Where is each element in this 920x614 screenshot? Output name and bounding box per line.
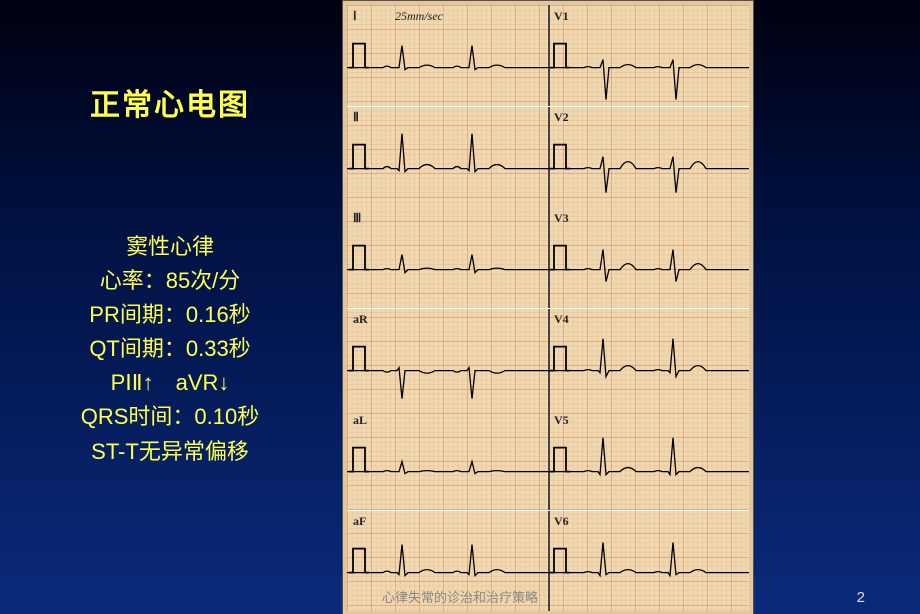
ecg-trace-aR bbox=[347, 368, 548, 399]
ecg-strip-Ⅰ bbox=[347, 5, 548, 106]
stat-rate: 心率：85次/分 bbox=[0, 264, 340, 298]
ecg-trace-Ⅰ bbox=[347, 46, 548, 70]
ecg-trace-aL bbox=[347, 462, 548, 474]
slide-root: 正常心电图 窦性心律 心率：85次/分 PR间期：0.16秒 QT间期：0.33… bbox=[0, 0, 920, 614]
calibration-pulse bbox=[349, 448, 369, 472]
ecg-strip-aR bbox=[347, 308, 548, 409]
ecg-strip-Ⅱ bbox=[347, 106, 548, 207]
ecg-trace-V4 bbox=[548, 339, 749, 377]
ecg-trace-V5 bbox=[548, 438, 749, 475]
ecg-strip-V2 bbox=[548, 106, 749, 207]
ecg-strip-V5 bbox=[548, 409, 749, 510]
ecg-paper: 25mm/sec ⅠV1ⅡV2ⅢV3aRV4aLV5aFV6 bbox=[342, 0, 754, 614]
stat-pwave: PⅠⅡ↑ aVR↓ bbox=[0, 366, 340, 400]
ecg-trace-Ⅱ bbox=[347, 134, 548, 172]
calibration-pulse bbox=[550, 246, 570, 270]
calibration-pulse bbox=[349, 347, 369, 371]
calibration-pulse bbox=[349, 549, 369, 573]
ecg-trace-Ⅲ bbox=[347, 255, 548, 273]
ecg-strip-V4 bbox=[548, 308, 749, 409]
slide-footer: 心律失常的诊治和治疗策略 bbox=[0, 587, 920, 606]
ecg-strip-V3 bbox=[548, 207, 749, 308]
ecg-strip-aL bbox=[347, 409, 548, 510]
stat-qt: QT间期：0.33秒 bbox=[0, 332, 340, 366]
calibration-pulse bbox=[550, 549, 570, 573]
ecg-strip-Ⅲ bbox=[347, 207, 548, 308]
calibration-pulse bbox=[349, 246, 369, 270]
ecg-strip-V1 bbox=[548, 5, 749, 106]
ecg-trace-V3 bbox=[548, 250, 749, 282]
ecg-trace-aF bbox=[347, 545, 548, 576]
stat-stt: ST-T无异常偏移 bbox=[0, 435, 340, 469]
slide-title: 正常心电图 bbox=[0, 80, 340, 124]
text-column: 正常心电图 窦性心律 心率：85次/分 PR间期：0.16秒 QT间期：0.33… bbox=[0, 0, 340, 614]
ecg-trace-V6 bbox=[548, 543, 749, 576]
calibration-pulse bbox=[550, 448, 570, 472]
calibration-pulse bbox=[349, 44, 369, 68]
ecg-trace-V1 bbox=[548, 60, 749, 100]
calibration-pulse bbox=[550, 347, 570, 371]
stat-pr: PR间期：0.16秒 bbox=[0, 298, 340, 332]
stat-qrs: QRS时间：0.10秒 bbox=[0, 400, 340, 434]
ecg-trace-V2 bbox=[548, 157, 749, 193]
ecg-stats: 窦性心律 心率：85次/分 PR间期：0.16秒 QT间期：0.33秒 PⅠⅡ↑… bbox=[0, 230, 340, 469]
calibration-pulse bbox=[550, 145, 570, 169]
ecg-inner: 25mm/sec ⅠV1ⅡV2ⅢV3aRV4aLV5aFV6 bbox=[347, 5, 749, 611]
calibration-pulse bbox=[550, 44, 570, 68]
calibration-pulse bbox=[349, 145, 369, 169]
page-number: 2 bbox=[857, 589, 865, 606]
stat-rhythm: 窦性心律 bbox=[0, 230, 340, 264]
